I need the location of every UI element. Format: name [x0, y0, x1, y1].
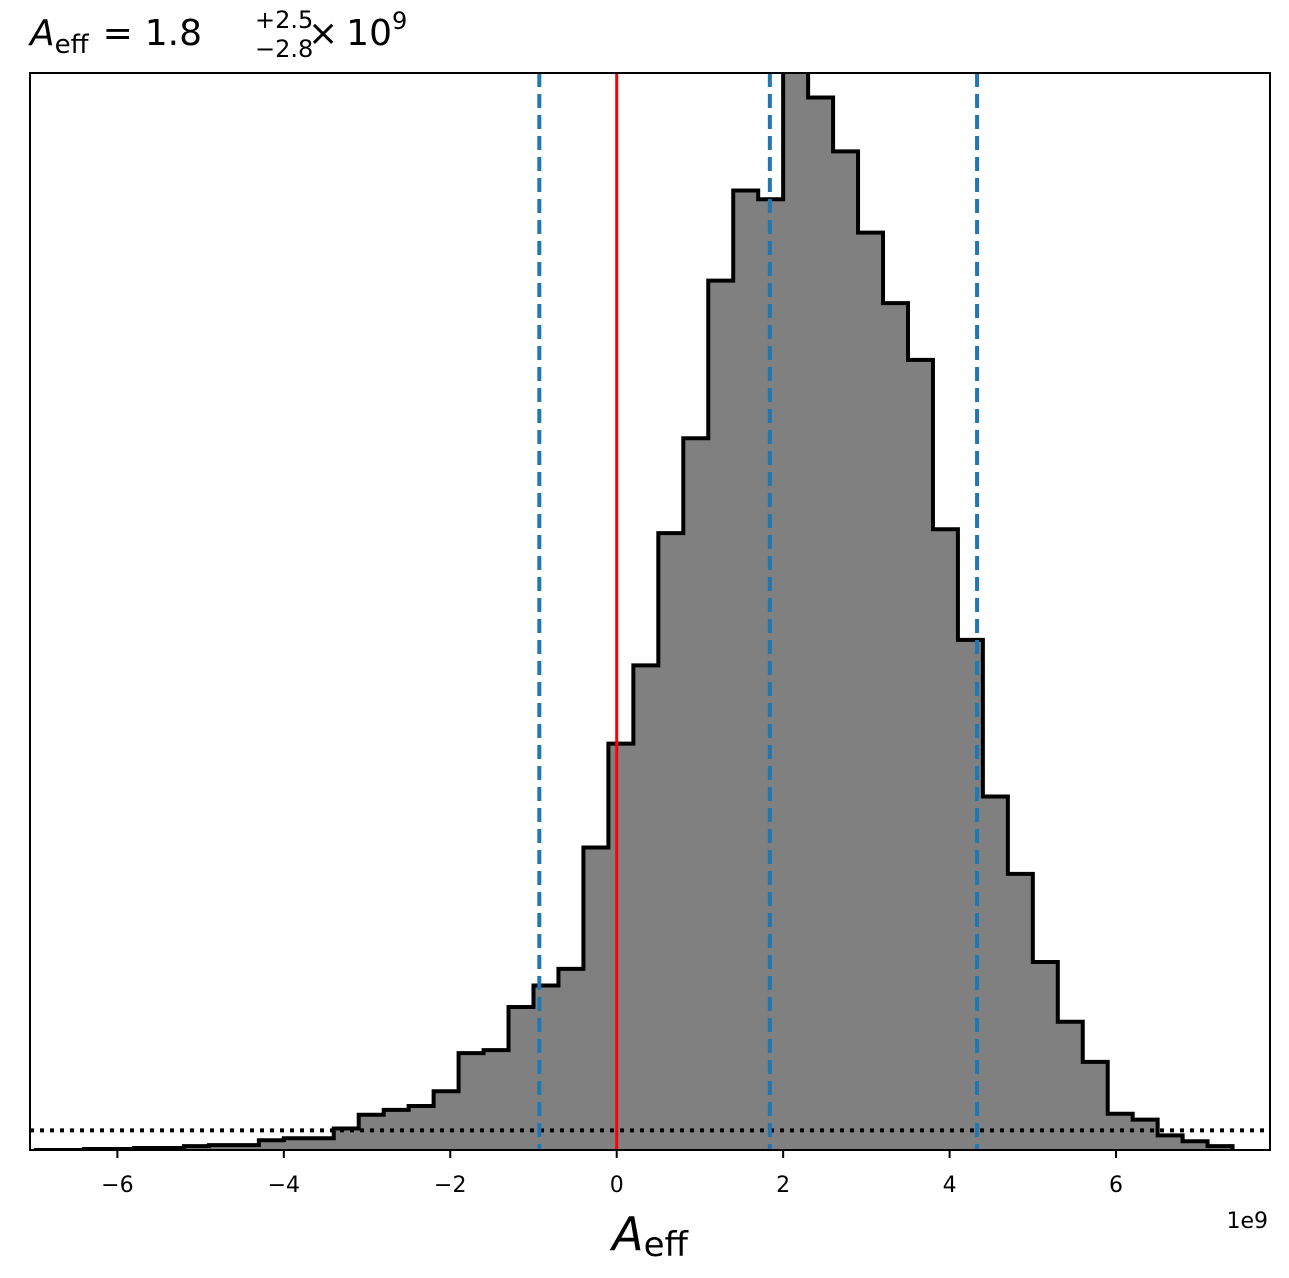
histogram-bar: [932, 529, 959, 1150]
histogram-bar: [833, 151, 859, 1150]
histogram-bar: [1157, 1135, 1184, 1150]
xlabel-subscript: eff: [644, 1225, 690, 1265]
title-upper-error: +2.5: [255, 6, 313, 34]
histogram-bar: [458, 1053, 484, 1150]
x-tick-label: −4: [268, 1173, 300, 1198]
title-base: 10: [346, 13, 392, 54]
histogram-bar: [383, 1109, 410, 1150]
histogram-bar: [433, 1091, 459, 1150]
title-equals: =: [103, 13, 133, 54]
histogram-bar: [633, 665, 659, 1150]
x-tick-label: −2: [434, 1173, 466, 1198]
histogram-bar: [783, 73, 809, 1150]
histogram-bar: [508, 1007, 534, 1150]
x-tick-label: 0: [610, 1173, 624, 1198]
x-tick-label: −6: [101, 1173, 133, 1198]
histogram-bar: [1082, 1061, 1109, 1150]
histogram-bar: [982, 796, 1009, 1150]
histogram-bar: [1132, 1119, 1159, 1150]
histogram-bar: [233, 1145, 260, 1150]
histogram-bar: [408, 1105, 435, 1150]
histogram-bar: [733, 190, 759, 1150]
histogram-bar: [1007, 873, 1034, 1150]
histogram-bar: [208, 1145, 235, 1150]
histogram-outline: [34, 73, 1235, 1150]
histogram-bar: [583, 847, 609, 1150]
title-median: 1.8: [145, 13, 202, 54]
histogram-bar: [533, 985, 559, 1150]
title-symbol: A: [28, 13, 55, 54]
histogram-bar: [708, 280, 734, 1150]
x-tick-label: 4: [943, 1173, 957, 1198]
x-axis-label: Aeff: [609, 1207, 689, 1265]
title-subscript: eff: [55, 30, 90, 60]
x-axis-ticks: −6 −4 −2 0 2 4 6: [101, 1150, 1123, 1198]
histogram-bar: [308, 1138, 335, 1150]
chart-title: Aeff = 1.8: [28, 13, 202, 60]
histogram-bar: [883, 303, 909, 1150]
histogram-bar: [608, 743, 634, 1150]
histogram-bar: [483, 1050, 509, 1150]
title-lower-error: −2.8: [255, 35, 313, 63]
plot-area: [30, 73, 1270, 1150]
histogram-bar: [333, 1128, 360, 1150]
x-offset-label: 1e9: [1226, 1209, 1268, 1234]
title-exponent: 9: [392, 7, 407, 35]
x-tick-label: 2: [776, 1173, 790, 1198]
histogram-bar: [283, 1138, 310, 1150]
histogram-bar: [258, 1140, 285, 1150]
histogram-bar: [683, 438, 709, 1150]
title-times: ×: [308, 13, 338, 54]
histogram-bar: [858, 232, 884, 1150]
xlabel-symbol: A: [609, 1207, 643, 1261]
chart-title-tail: × 109: [308, 7, 407, 54]
histogram-bar: [1182, 1141, 1208, 1150]
axes-frame: [29, 72, 1271, 1151]
histogram-bar: [1032, 962, 1059, 1150]
histogram-bar: [808, 97, 834, 1150]
histogram-bar: [658, 533, 684, 1150]
histogram-bar: [558, 968, 584, 1150]
histogram-bar: [907, 359, 934, 1150]
x-tick-label: 6: [1109, 1173, 1123, 1198]
histogram-bar: [957, 639, 984, 1150]
